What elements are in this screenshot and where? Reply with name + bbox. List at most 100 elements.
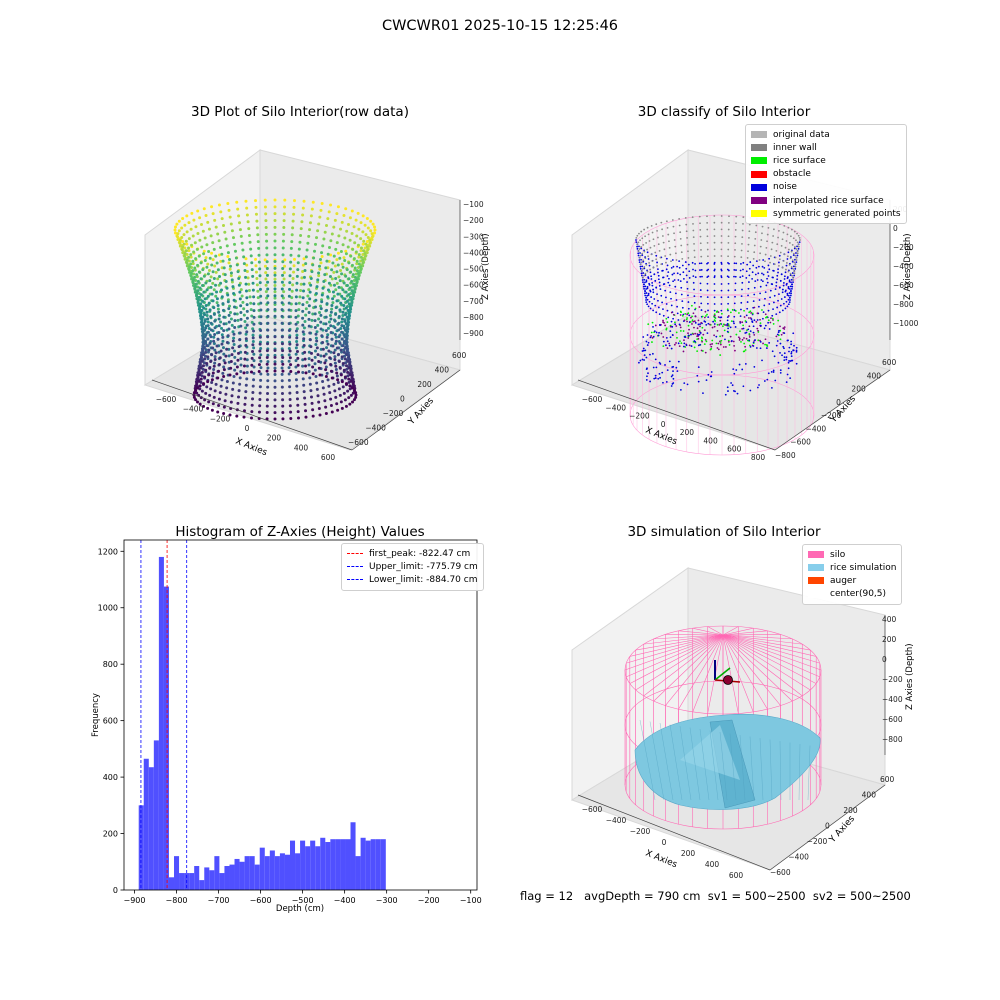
raw-point [331, 345, 334, 348]
raw-point [259, 308, 262, 311]
classify-point [645, 297, 647, 299]
classify-point [662, 235, 664, 237]
classify-point [785, 291, 787, 293]
raw-point [337, 205, 340, 208]
raw-point [264, 219, 267, 222]
classify-point [790, 285, 792, 287]
raw-point [342, 214, 345, 217]
raw-point [306, 242, 309, 245]
classify-point [777, 300, 779, 302]
raw-point [297, 261, 300, 264]
raw-point [338, 360, 341, 363]
classify-point [752, 265, 754, 267]
ztick-2: 0 [882, 655, 887, 664]
noise-point [667, 340, 669, 342]
raw-point [333, 284, 336, 287]
raw-point [228, 209, 231, 212]
classify-point [706, 222, 708, 224]
raw-point [274, 240, 277, 243]
classify-point [673, 226, 675, 228]
raw-point [319, 261, 322, 264]
raw-point [328, 246, 331, 249]
classify-point [651, 285, 653, 287]
classify-point [721, 242, 723, 244]
classify-point [700, 302, 702, 304]
classify-point [707, 310, 709, 312]
classify-point [639, 248, 641, 250]
classify-point [768, 303, 770, 305]
classify-point [776, 243, 778, 245]
ztick-7: −800 [463, 313, 484, 322]
raw-point [361, 230, 364, 233]
raw-point [289, 356, 292, 359]
noise-point [684, 336, 686, 338]
raw-point [303, 351, 306, 354]
classify-point [751, 278, 753, 280]
raw-point [307, 318, 310, 321]
raw-point [211, 346, 214, 349]
raw-point [211, 378, 214, 381]
raw-point [314, 326, 317, 329]
classify-point [759, 252, 761, 254]
classify-point [763, 305, 765, 307]
raw-point [204, 320, 207, 323]
raw-point [333, 295, 336, 298]
surface-point [701, 327, 703, 329]
raw-point [274, 233, 277, 236]
histogram-bar-31 [295, 853, 300, 890]
raw-point [353, 257, 356, 260]
classify-point [661, 302, 663, 304]
classify-point [668, 278, 670, 280]
xtick-5: 400 [294, 443, 309, 452]
raw-point [337, 234, 340, 237]
raw-point [252, 336, 255, 339]
raw-point [210, 252, 213, 255]
classify-point [752, 271, 754, 273]
classify-point [707, 296, 709, 298]
raw-point [266, 301, 269, 304]
noise-point [788, 362, 790, 364]
classify-point [676, 306, 678, 308]
classify-point [652, 291, 654, 293]
raw-point [288, 353, 291, 356]
classify-point [667, 316, 669, 318]
classify-point [735, 269, 737, 271]
raw-point [251, 391, 254, 394]
raw-point [228, 261, 231, 264]
surface-point [687, 332, 689, 334]
classify-point [652, 267, 654, 269]
ytick-4: 200 [417, 380, 432, 389]
classify-point [746, 264, 748, 266]
raw-point [238, 389, 241, 392]
classify-point [658, 275, 660, 277]
surface-point [704, 329, 706, 331]
raw-point [274, 281, 277, 284]
xtick-6: 600 [729, 871, 744, 880]
surface-point [765, 338, 767, 340]
surface-point [683, 339, 685, 341]
classify-point [647, 251, 649, 253]
classify-point [797, 252, 799, 254]
raw-point [245, 337, 248, 340]
raw-point [282, 247, 285, 250]
surface-point [745, 349, 747, 351]
classify-point [681, 251, 683, 253]
raw-point [228, 314, 231, 317]
raw-point [264, 271, 267, 274]
raw-point [221, 295, 224, 298]
classify-point [741, 236, 743, 238]
raw-point [238, 221, 241, 224]
raw-point [231, 346, 234, 349]
raw-point [301, 365, 304, 368]
ytick-2: −400 [806, 424, 827, 433]
classify-point [642, 259, 644, 261]
raw-point [295, 289, 298, 292]
classify-point [721, 235, 723, 237]
classify-point [661, 270, 663, 272]
classify-point [786, 301, 788, 303]
raw-point [331, 377, 334, 380]
raw-point [253, 316, 256, 319]
classify-point [767, 234, 769, 236]
raw-point [243, 358, 246, 361]
classify-point [797, 250, 799, 252]
